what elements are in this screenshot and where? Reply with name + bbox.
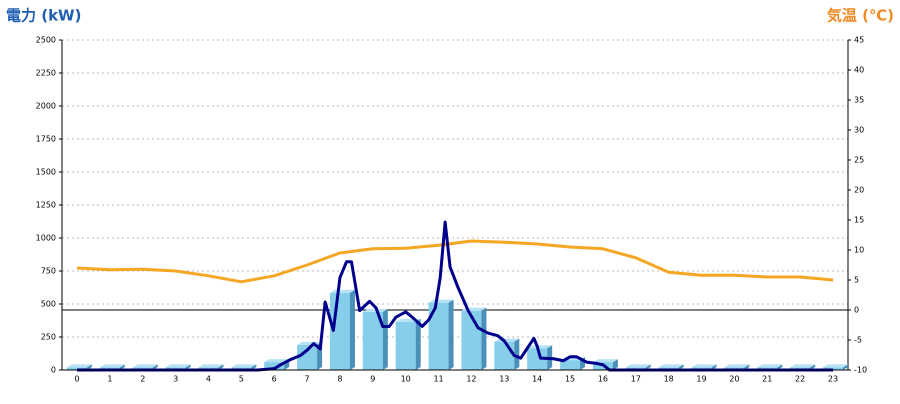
bar — [264, 362, 285, 370]
bar-top — [691, 364, 717, 368]
y-tick-label: 500 — [41, 300, 56, 309]
x-tick-label: 22 — [795, 375, 805, 384]
y-tick-label: 1250 — [36, 201, 56, 210]
y2-tick-label: 5 — [854, 276, 859, 285]
bar-side — [448, 299, 454, 370]
bar-top — [724, 364, 750, 368]
y2-tick-label: 0 — [854, 306, 859, 315]
bar-top — [757, 364, 783, 368]
x-tick-label: 10 — [401, 375, 411, 384]
bar-side — [415, 318, 421, 370]
x-tick-label: 23 — [828, 375, 838, 384]
y-tick-label: 2000 — [36, 102, 56, 111]
y-tick-label: 750 — [41, 267, 56, 276]
y-tick-label: 2250 — [36, 69, 56, 78]
x-tick-label: 20 — [729, 375, 739, 384]
x-tick-label: 12 — [466, 375, 476, 384]
y2-tick-label: 10 — [854, 246, 864, 255]
y-tick-label: 1500 — [36, 168, 56, 177]
bar-side — [514, 338, 520, 370]
bar — [297, 344, 318, 370]
x-tick-label: 9 — [370, 375, 375, 384]
x-tick-label: 17 — [631, 375, 641, 384]
x-tick-label: 15 — [565, 375, 575, 384]
x-tick-label: 7 — [305, 375, 310, 384]
bar-top — [198, 364, 224, 368]
bar-top — [329, 289, 355, 293]
bar-side — [349, 289, 355, 370]
bar-top — [132, 364, 158, 368]
bar — [461, 310, 482, 370]
y2-tick-label: 45 — [854, 36, 864, 45]
bar-top — [592, 359, 618, 363]
x-tick-label: 18 — [664, 375, 674, 384]
x-tick-label: 2 — [140, 375, 145, 384]
bar-top — [625, 364, 651, 368]
line — [77, 220, 834, 372]
x-tick-label: 8 — [337, 375, 342, 384]
bar — [428, 302, 449, 370]
x-tick-label: 11 — [433, 375, 443, 384]
y2-tick-label: 30 — [854, 126, 864, 135]
bar-top — [527, 345, 553, 349]
y2-tick-label: 25 — [854, 156, 864, 165]
x-tick-label: 13 — [499, 375, 509, 384]
y2-tick-label: 20 — [854, 186, 864, 195]
bar-top — [823, 364, 849, 368]
x-tick-label: 14 — [532, 375, 542, 384]
line — [76, 239, 834, 284]
bar — [560, 360, 581, 370]
bar-side — [481, 307, 487, 370]
x-tick-label: 21 — [762, 375, 772, 384]
y2-tick-label: -5 — [854, 336, 862, 345]
y-axis-title: 電力 (kW) — [6, 7, 81, 25]
bar — [362, 311, 383, 370]
y-tick-label: 0 — [51, 366, 56, 375]
bar — [395, 321, 416, 370]
x-tick-label: 3 — [173, 375, 178, 384]
y-tick-label: 1750 — [36, 135, 56, 144]
bar — [494, 341, 515, 370]
bar-top — [658, 364, 684, 368]
y2-tick-label: 15 — [854, 216, 864, 225]
y2-tick-label: -10 — [854, 366, 867, 375]
bar-top — [790, 364, 816, 368]
bar-top — [165, 364, 191, 368]
x-tick-label: 1 — [107, 375, 112, 384]
bar-top — [231, 364, 257, 368]
bar-side — [843, 364, 849, 370]
bar-top — [99, 364, 125, 368]
bar-side — [382, 308, 388, 370]
x-tick-label: 0 — [74, 375, 79, 384]
y2-axis-title: 気温 (℃) — [827, 7, 894, 25]
y2-tick-label: 40 — [854, 66, 864, 75]
x-tick-label: 19 — [696, 375, 706, 384]
x-tick-label: 4 — [206, 375, 211, 384]
x-tick-label: 6 — [272, 375, 277, 384]
bar-top — [264, 359, 290, 363]
x-tick-label: 5 — [239, 375, 244, 384]
y2-tick-label: 35 — [854, 96, 864, 105]
bar — [527, 348, 548, 370]
y-tick-label: 2500 — [36, 36, 56, 45]
y-tick-label: 1000 — [36, 234, 56, 243]
x-tick-label: 16 — [598, 375, 608, 384]
bar-side — [612, 359, 618, 370]
bar-top — [362, 308, 388, 312]
bar-top — [67, 364, 92, 368]
y-tick-label: 250 — [41, 333, 56, 342]
